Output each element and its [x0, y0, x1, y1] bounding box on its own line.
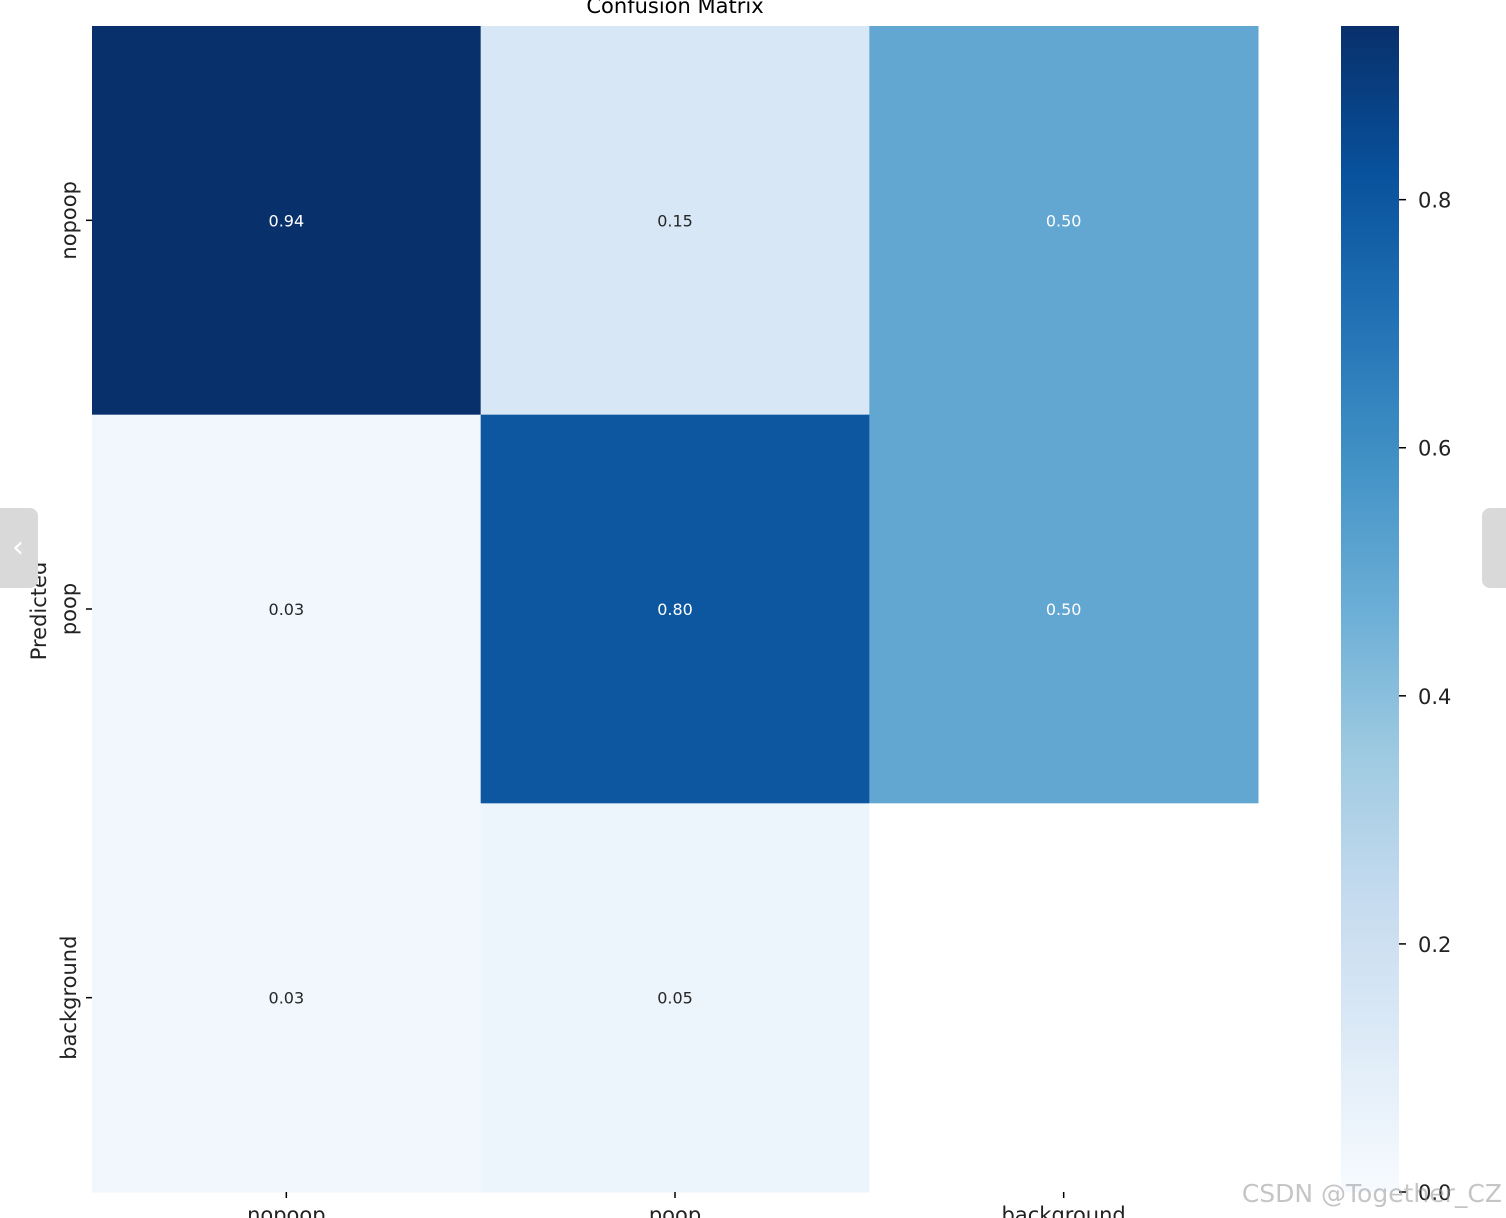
chart-title: Confusion Matrix: [586, 0, 764, 18]
cell-value-label: 0.03: [269, 989, 305, 1008]
colorbar-tick-label: 0.2: [1418, 933, 1451, 957]
heatmap-cell: [869, 803, 1259, 1193]
cell-value-label: 0.94: [269, 211, 305, 230]
x-tick-label: nopoop: [247, 1203, 326, 1218]
watermark-text: CSDN @Together_CZ: [1241, 1179, 1502, 1208]
x-tick-label: poop: [649, 1203, 701, 1218]
heatmap-cell: [869, 414, 1259, 804]
y-tick-label: poop: [57, 583, 81, 635]
cell-value-label: 0.15: [657, 211, 693, 230]
colorbar: [1341, 26, 1399, 1192]
heatmap-cell: [92, 414, 482, 804]
heatmap-cell: [480, 414, 870, 804]
x-tick-label: background: [1002, 1203, 1126, 1218]
colorbar-tick-label: 0.8: [1418, 189, 1451, 213]
heatmap-cell: [480, 26, 870, 416]
heatmap-cell: [869, 26, 1259, 416]
cell-value-label: 0.03: [269, 600, 305, 619]
cell-value-label: 0.50: [1046, 211, 1082, 230]
heatmap-cell: [480, 803, 870, 1193]
y-tick-label: background: [57, 936, 81, 1060]
chevron-left-icon[interactable]: ‹: [0, 508, 38, 588]
colorbar-tick-label: 0.0: [1418, 1181, 1451, 1205]
heatmap-cell: [92, 26, 482, 416]
chevron-right-icon[interactable]: [1482, 508, 1506, 588]
cell-value-label: 0.05: [657, 989, 693, 1008]
colorbar-tick-label: 0.6: [1418, 437, 1451, 461]
cell-value-label: 0.50: [1046, 600, 1082, 619]
cell-value-label: 0.80: [657, 600, 693, 619]
heatmap-cell: [92, 803, 482, 1193]
y-tick-label: nopoop: [57, 181, 81, 260]
colorbar-tick-label: 0.4: [1418, 685, 1451, 709]
